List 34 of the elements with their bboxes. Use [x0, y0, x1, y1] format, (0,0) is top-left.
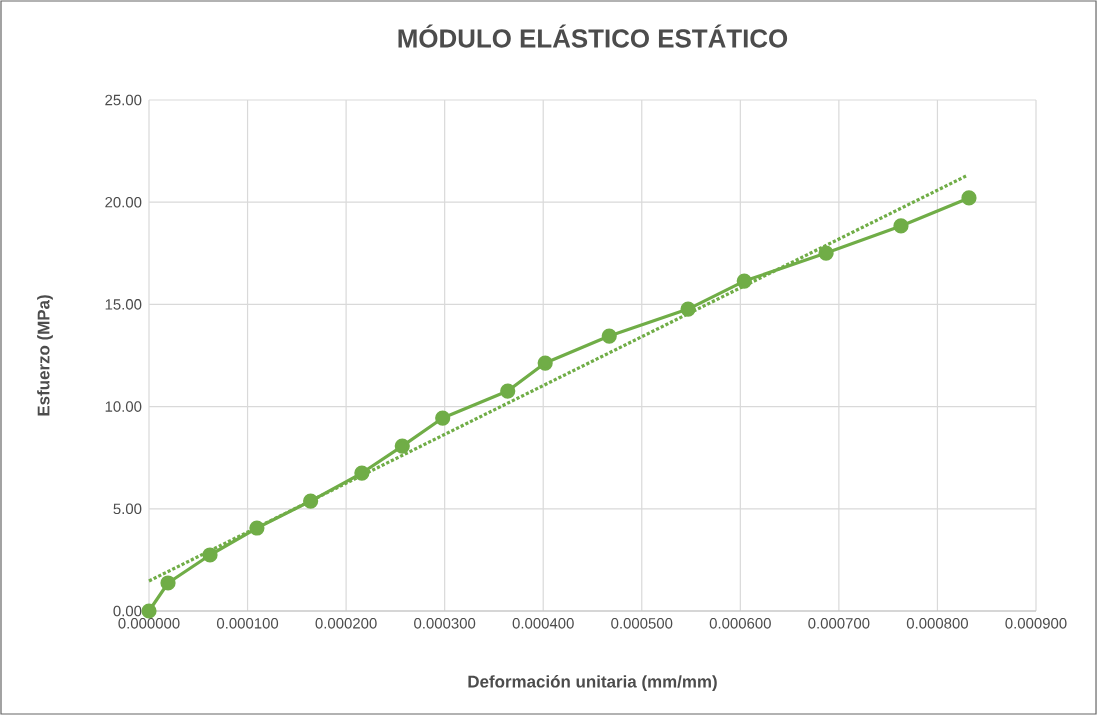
x-tick-label: 0.000800: [906, 618, 968, 629]
point: [893, 218, 909, 234]
x-tick-label: 0.000300: [414, 618, 476, 629]
y-tick-label: 10.00: [105, 401, 142, 412]
point: [537, 355, 553, 371]
point: [160, 575, 176, 591]
y-tick-label: 25.00: [105, 94, 142, 106]
point: [249, 520, 265, 536]
x-tick-label: 0.000700: [808, 618, 870, 629]
x-tick-label: 0.000500: [611, 618, 673, 629]
y-tick-label: 20.00: [105, 196, 142, 208]
x-tick-label: 0.000400: [512, 618, 574, 629]
point: [354, 465, 370, 481]
y-tick-label: 5.00: [113, 503, 142, 515]
x-tick-label: 0.000000: [118, 618, 180, 629]
x-axis-title: Deformación unitaria (mm/mm): [468, 675, 717, 691]
point: [500, 383, 516, 399]
point: [202, 547, 218, 563]
point: [601, 328, 617, 344]
x-tick-label: 0.000900: [1005, 618, 1067, 629]
y-tick-label: 15.00: [105, 299, 142, 310]
point: [303, 493, 319, 509]
point: [736, 273, 752, 289]
x-tick-label: 0.000100: [216, 618, 279, 629]
point: [680, 301, 696, 317]
y-tick-label: 0.00: [113, 605, 142, 617]
x-tick-label: 0.000600: [709, 618, 771, 629]
point: [394, 438, 410, 454]
y-axis-title: Esfuerzo (MPa): [37, 295, 53, 416]
point: [818, 245, 834, 261]
chart-title: MÓDULO ELÁSTICO ESTÁTICO: [398, 24, 788, 48]
point: [435, 410, 451, 426]
point: [961, 190, 977, 206]
x-tick-label: 0.000200: [315, 618, 377, 629]
